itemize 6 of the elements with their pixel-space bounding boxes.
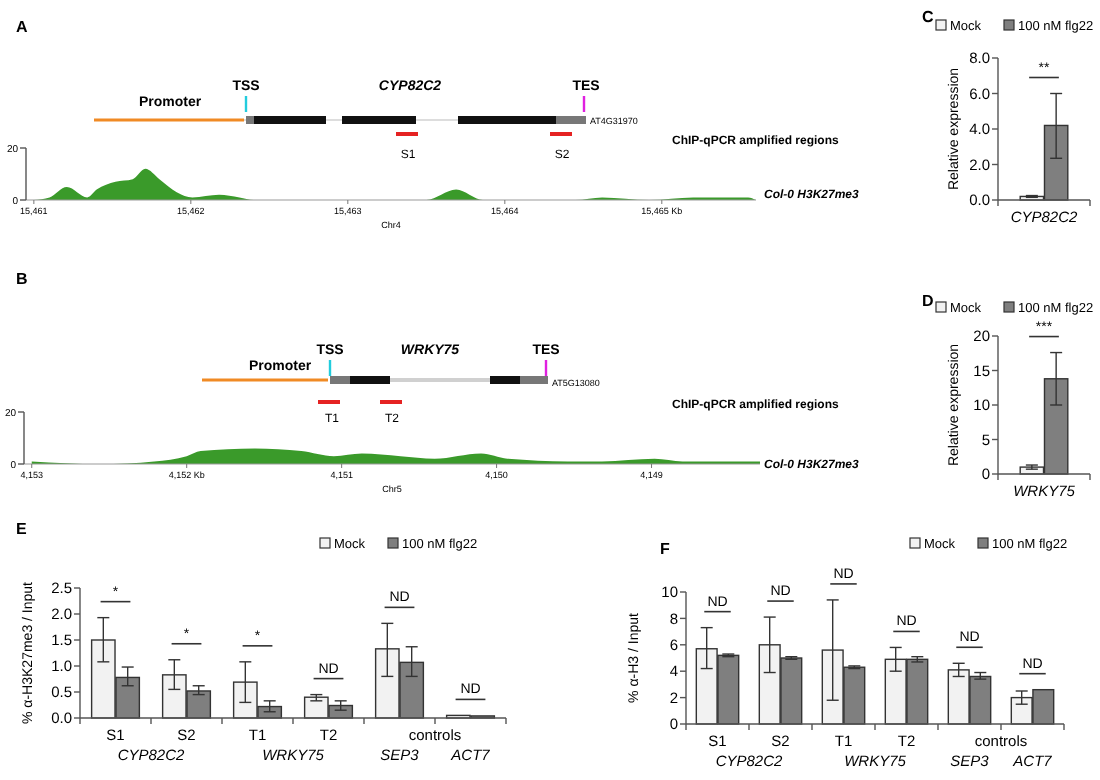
chart-title: E	[16, 520, 28, 538]
chart-title: C	[922, 8, 934, 26]
chart-title: A	[16, 18, 28, 36]
chart-title: F	[660, 540, 670, 558]
chart-title: D	[922, 292, 934, 310]
chart-title: B	[16, 270, 28, 288]
